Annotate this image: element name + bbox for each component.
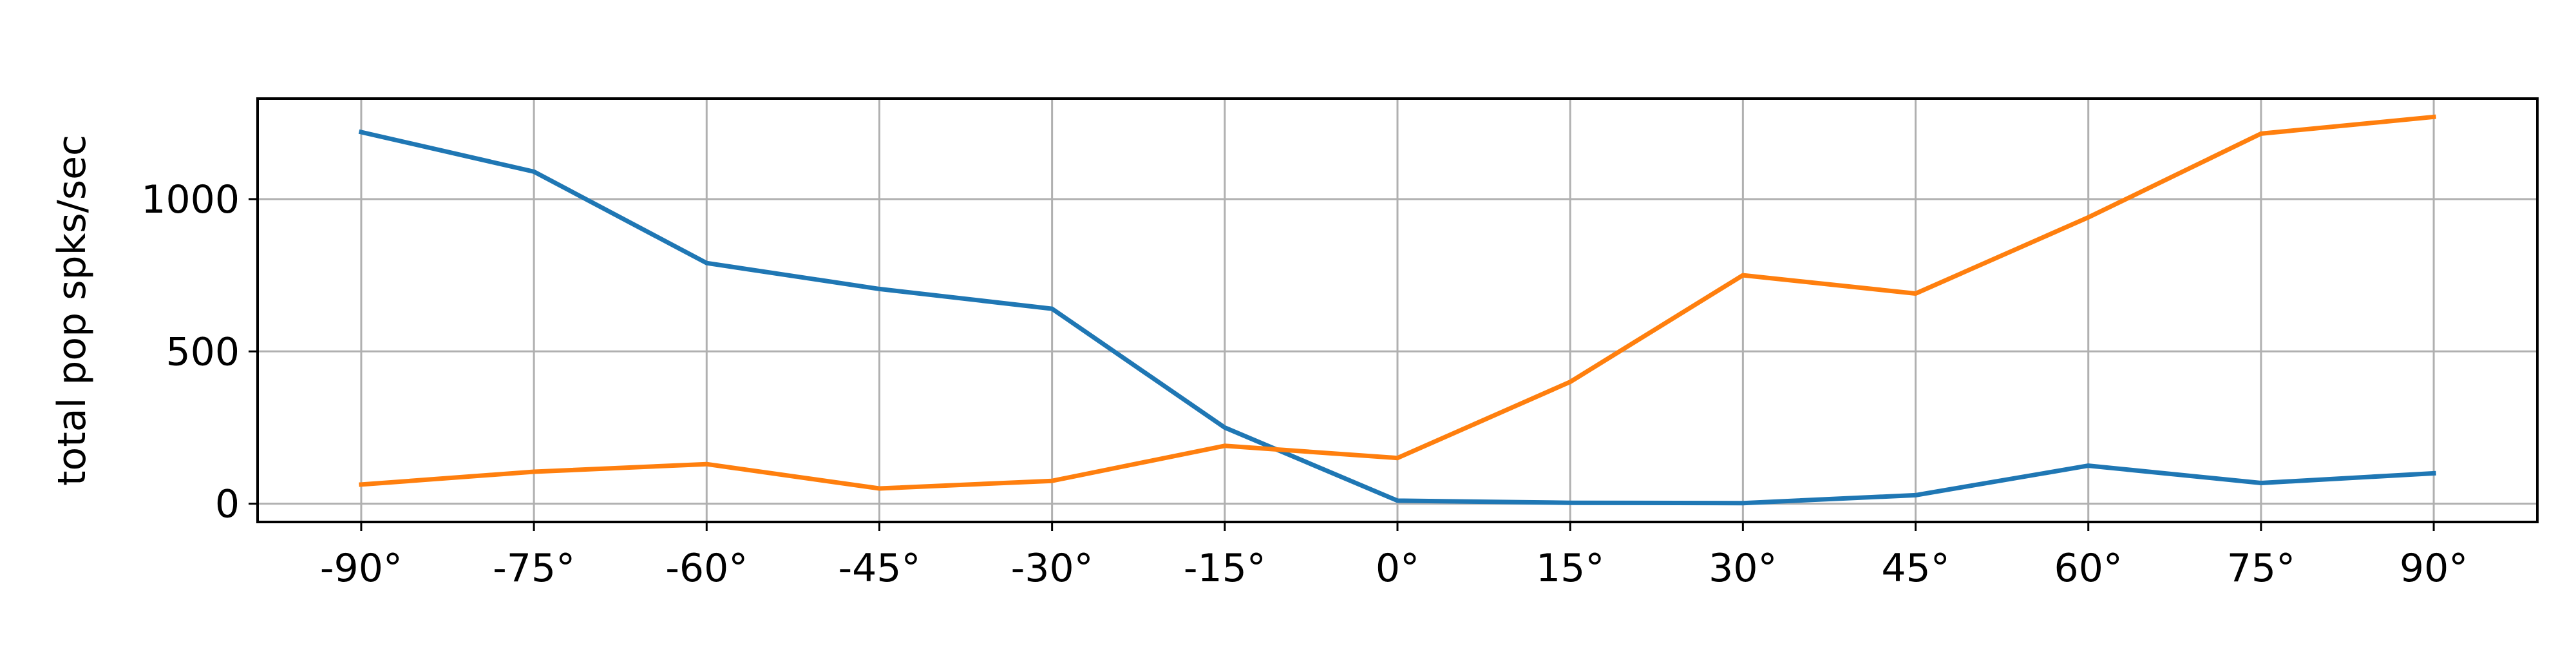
x-tick-label: 75° — [2227, 546, 2295, 591]
x-tick-label: 45° — [1881, 546, 1949, 591]
ticks: -90° -75° -60° -45° -30° -15° 0° 15° 30° 45° 60° 75… — [141, 177, 2468, 591]
x-tick-label: 0° — [1376, 546, 1419, 591]
y-tick-label: 0 — [215, 482, 240, 527]
x-tick-label: -45° — [838, 546, 920, 591]
series-line-2 — [359, 114, 2436, 491]
grid — [258, 99, 2537, 522]
x-tick-label: 30° — [1709, 546, 1777, 591]
series-layer — [358, 114, 2436, 506]
y-axis-label: total pop spks/sec — [50, 135, 95, 486]
series-line-1 — [358, 129, 2436, 506]
x-tick-label: 15° — [1536, 546, 1604, 591]
x-tick-label: 90° — [2400, 546, 2468, 591]
x-tick-label: -90° — [320, 546, 402, 591]
y-tick-label: 1000 — [141, 177, 240, 222]
x-tick-label: 60° — [2054, 546, 2123, 591]
x-tick-label: -15° — [1184, 546, 1266, 591]
x-tick-label: -30° — [1011, 546, 1094, 591]
y-tick-label: 500 — [166, 329, 240, 374]
x-tick-label: -75° — [493, 546, 575, 591]
x-tick-label: -60° — [665, 546, 748, 591]
